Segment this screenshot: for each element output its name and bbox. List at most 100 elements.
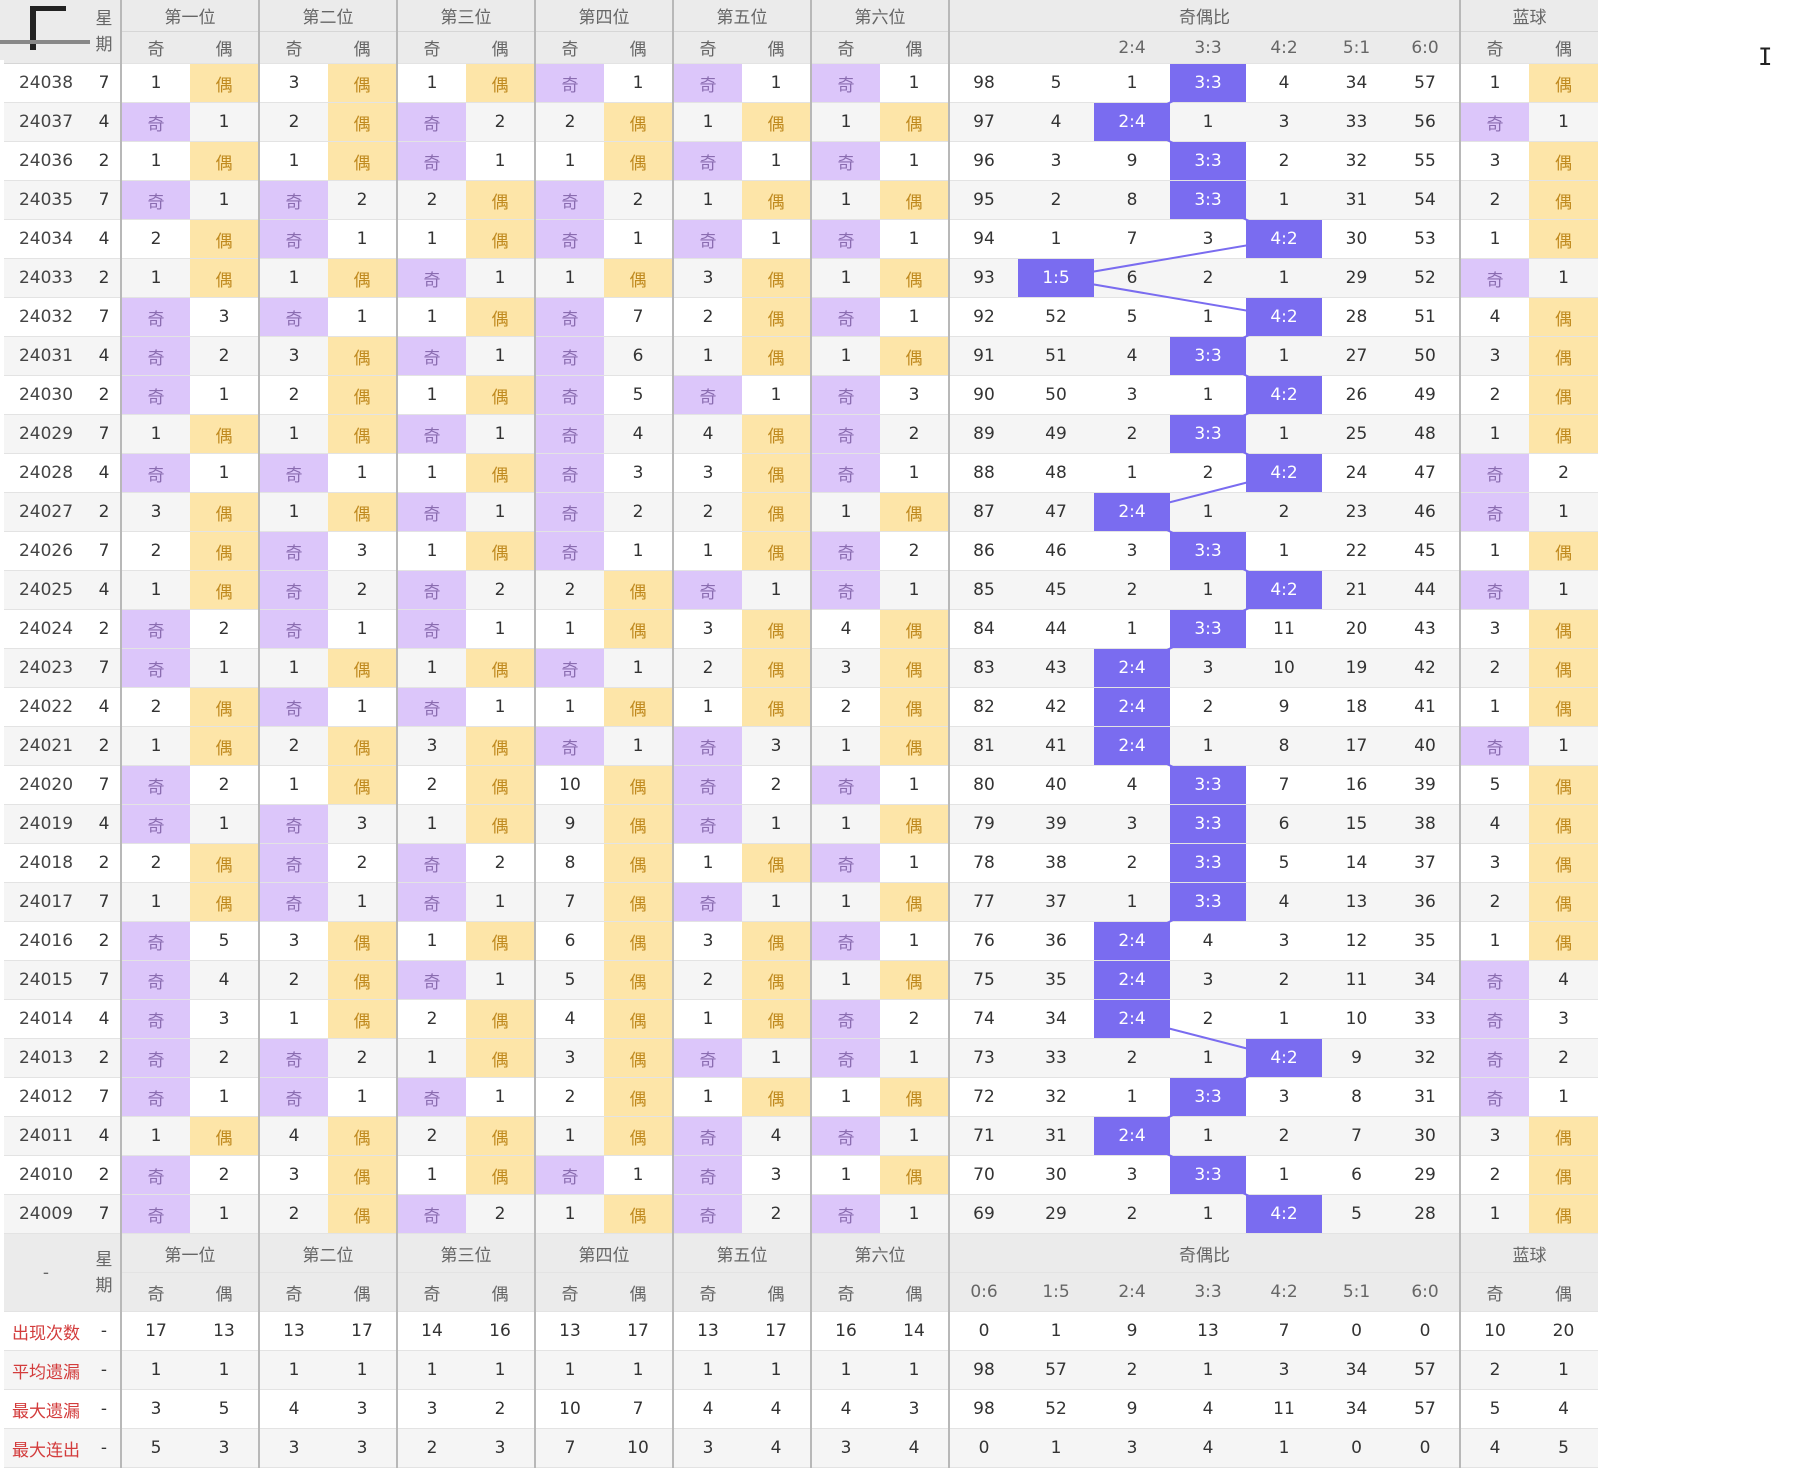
odd-miss-count: 2 — [396, 999, 466, 1039]
even-miss-count: 1 — [742, 219, 811, 259]
stats-value: 4 — [258, 1389, 328, 1429]
ratio-miss-count: 8 — [1246, 726, 1322, 766]
ratio-miss-count: 1 — [1094, 1077, 1170, 1117]
even-hit-cell: 偶 — [880, 687, 949, 727]
stats-value: 1 — [742, 1350, 811, 1390]
even-hit-cell: 偶 — [328, 414, 397, 454]
stats-label: 最大连出 — [4, 1428, 88, 1468]
odd-miss-count: 1 — [672, 843, 742, 883]
even-miss-count: 2 — [466, 570, 535, 610]
odd-miss-count: 2 — [396, 180, 466, 220]
ratio-hit-cell: 4:2 — [1246, 570, 1322, 610]
period-number: 24036 — [4, 141, 88, 181]
header-ratio-col: 1:5 — [1018, 1272, 1094, 1312]
blue-even-miss: 1 — [1529, 570, 1598, 610]
ratio-miss-count: 42 — [1391, 648, 1460, 688]
header-odd: 奇 — [672, 1272, 742, 1312]
even-hit-cell: 偶 — [604, 1077, 673, 1117]
ratio-miss-count: 4 — [1094, 765, 1170, 805]
odd-hit-cell: 奇 — [258, 219, 328, 259]
weekday: 7 — [88, 648, 121, 688]
even-miss-count: 1 — [466, 1077, 535, 1117]
header-group-3: 第三位 — [396, 0, 535, 32]
odd-hit-cell: 奇 — [258, 882, 328, 922]
odd-hit-cell: 奇 — [534, 219, 604, 259]
blue-odd-miss: 3 — [1459, 336, 1529, 376]
header-ratio-col: 3:3 — [1170, 31, 1246, 64]
even-miss-count: 4 — [742, 1116, 811, 1156]
odd-hit-cell: 奇 — [120, 336, 190, 376]
even-miss-count: 3 — [880, 375, 949, 415]
stats-value: 5 — [1529, 1428, 1598, 1468]
ratio-miss-count: 2 — [1246, 492, 1322, 532]
stats-value: 57 — [1018, 1350, 1094, 1390]
even-hit-cell: 偶 — [190, 492, 259, 532]
ratio-miss-count: 84 — [948, 609, 1018, 649]
even-hit-cell: 偶 — [328, 336, 397, 376]
period-number: 24028 — [4, 453, 88, 493]
table-row: 24034 4 2 偶奇 1 1 偶奇 1 奇 1 奇 1 94 1 7 3 4:2 30 53 1 偶 — [4, 219, 1598, 259]
stats-value: 1 — [672, 1350, 742, 1390]
header-odd: 奇 — [120, 31, 190, 64]
even-hit-cell: 偶 — [604, 1116, 673, 1156]
ratio-hit-cell: 2:4 — [1094, 921, 1170, 961]
odd-miss-count: 2 — [258, 375, 328, 415]
ratio-miss-count: 30 — [1322, 219, 1391, 259]
even-hit-cell: 偶 — [604, 843, 673, 883]
ratio-miss-count: 17 — [1322, 726, 1391, 766]
ratio-miss-count: 8 — [1322, 1077, 1391, 1117]
ratio-miss-count: 4 — [1094, 336, 1170, 376]
table-row: 24020 7 奇 2 1 偶 2 偶 10 偶奇 2 奇 1 80 40 4 3:3 7 16 39 5 偶 — [4, 765, 1598, 805]
odd-miss-count: 4 — [672, 414, 742, 454]
odd-miss-count: 8 — [534, 843, 604, 883]
ratio-miss-count: 7 — [1094, 219, 1170, 259]
blue-odd-hit: 奇 — [1459, 570, 1529, 610]
stats-value: 1 — [810, 1350, 880, 1390]
even-miss-count: 1 — [880, 570, 949, 610]
stats-value: 20 — [1529, 1311, 1598, 1351]
even-hit-cell: 偶 — [328, 960, 397, 1000]
ratio-miss-count: 56 — [1391, 102, 1460, 142]
period-number: 24032 — [4, 297, 88, 337]
odd-miss-count: 2 — [396, 765, 466, 805]
odd-miss-count: 1 — [396, 453, 466, 493]
even-miss-count: 2 — [880, 531, 949, 571]
stats-value: 5 — [120, 1428, 190, 1468]
even-miss-count: 7 — [604, 297, 673, 337]
ratio-miss-count: 74 — [948, 999, 1018, 1039]
header-odd: 奇 — [810, 31, 880, 64]
table-row: 24024 2 奇 2 奇 1 奇 1 1 偶 3 偶 4 偶 84 44 1 3:3 11 20 43 3 偶 — [4, 609, 1598, 649]
odd-hit-cell: 奇 — [534, 414, 604, 454]
ratio-miss-count: 90 — [948, 375, 1018, 415]
odd-miss-count: 10 — [534, 765, 604, 805]
ratio-miss-count: 3 — [1094, 375, 1170, 415]
ratio-miss-count: 29 — [1391, 1155, 1460, 1195]
odd-miss-count: 1 — [396, 531, 466, 571]
odd-miss-count: 1 — [120, 63, 190, 103]
even-hit-cell: 偶 — [742, 843, 811, 883]
header-even: 偶 — [328, 31, 397, 64]
ratio-miss-count: 45 — [1018, 570, 1094, 610]
ratio-miss-count: 85 — [948, 570, 1018, 610]
even-miss-count: 1 — [466, 882, 535, 922]
ratio-miss-count: 29 — [1018, 1194, 1094, 1234]
blue-odd-hit: 奇 — [1459, 453, 1529, 493]
ratio-hit-block: 2:4 — [1094, 1000, 1170, 1038]
even-miss-count: 1 — [466, 960, 535, 1000]
even-miss-count: 2 — [742, 1194, 811, 1234]
odd-miss-count: 1 — [810, 804, 880, 844]
even-miss-count: 1 — [190, 375, 259, 415]
header-even: 偶 — [742, 31, 811, 64]
header-group-5: 第五位 — [672, 0, 811, 32]
stats-value: 17 — [120, 1311, 190, 1351]
blue-even-miss: 2 — [1529, 1038, 1598, 1078]
even-miss-count: 3 — [742, 1155, 811, 1195]
ratio-miss-count: 77 — [948, 882, 1018, 922]
blue-even-miss: 3 — [1529, 999, 1598, 1039]
table-row: 24031 4 奇 2 3 偶奇 1 奇 6 1 偶 1 偶 91 51 4 3:3 1 27 50 3 偶 — [4, 336, 1598, 376]
ratio-miss-count: 47 — [1018, 492, 1094, 532]
weekday: 4 — [88, 336, 121, 376]
odd-hit-cell: 奇 — [396, 141, 466, 181]
blue-even-miss: 1 — [1529, 102, 1598, 142]
ratio-miss-count: 34 — [1018, 999, 1094, 1039]
